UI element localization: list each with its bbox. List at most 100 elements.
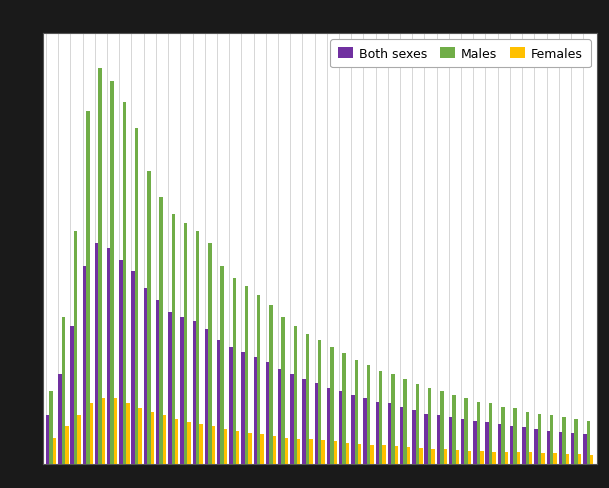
Bar [480,451,484,464]
Bar [431,449,435,464]
Bar [416,385,419,464]
Bar [273,436,276,464]
Bar [424,414,428,464]
Bar [297,439,300,464]
Bar [147,172,150,464]
Bar [541,453,544,464]
Bar [90,404,93,464]
Bar [428,388,431,464]
Bar [562,417,566,464]
Bar [534,429,538,464]
Bar [318,340,322,464]
Bar [119,261,122,464]
Bar [257,295,261,464]
Bar [46,415,49,464]
Bar [266,362,269,464]
Bar [558,432,562,464]
Bar [529,452,532,464]
Bar [546,431,550,464]
Bar [354,361,358,464]
Bar [86,111,90,464]
Bar [419,448,423,464]
Bar [303,380,306,464]
Bar [184,223,187,464]
Bar [404,380,407,464]
Bar [168,312,172,464]
Bar [290,374,294,464]
Bar [156,301,160,464]
Bar [245,286,248,464]
Legend: Both sexes, Males, Females: Both sexes, Males, Females [331,41,591,68]
Bar [205,329,208,464]
Bar [330,347,334,464]
Bar [53,438,56,464]
Bar [65,426,68,464]
Bar [83,266,86,464]
Bar [126,404,130,464]
Bar [498,424,501,464]
Bar [351,395,354,464]
Bar [554,453,557,464]
Bar [199,424,203,464]
Bar [379,371,382,464]
Bar [49,391,53,464]
Bar [370,445,374,464]
Bar [261,434,264,464]
Bar [395,447,398,464]
Bar [376,402,379,464]
Bar [281,318,285,464]
Bar [339,391,342,464]
Bar [322,440,325,464]
Bar [98,68,102,464]
Bar [382,446,386,464]
Bar [485,423,489,464]
Bar [294,326,297,464]
Bar [400,407,404,464]
Bar [62,318,65,464]
Bar [224,429,227,464]
Bar [571,433,574,464]
Bar [58,374,62,464]
Bar [220,266,224,464]
Bar [449,417,452,464]
Bar [269,305,273,464]
Bar [367,366,370,464]
Bar [163,415,166,464]
Bar [510,426,513,464]
Bar [208,244,211,464]
Bar [241,352,245,464]
Bar [342,354,346,464]
Bar [346,443,350,464]
Bar [586,421,590,464]
Bar [583,434,586,464]
Bar [452,395,456,464]
Bar [138,408,142,464]
Bar [95,244,98,464]
Bar [513,408,517,464]
Bar [196,232,199,464]
Bar [71,326,74,464]
Bar [440,391,443,464]
Bar [192,321,196,464]
Bar [175,419,178,464]
Bar [77,415,81,464]
Bar [217,340,220,464]
Bar [574,419,578,464]
Bar [501,407,504,464]
Bar [306,335,309,464]
Bar [538,414,541,464]
Bar [172,215,175,464]
Bar [473,421,477,464]
Bar [150,412,154,464]
Bar [180,318,184,464]
Bar [160,197,163,464]
Bar [135,129,138,464]
Bar [327,388,330,464]
Bar [110,82,114,464]
Bar [489,404,492,464]
Bar [253,357,257,464]
Bar [187,423,191,464]
Bar [248,433,252,464]
Bar [437,415,440,464]
Bar [122,103,126,464]
